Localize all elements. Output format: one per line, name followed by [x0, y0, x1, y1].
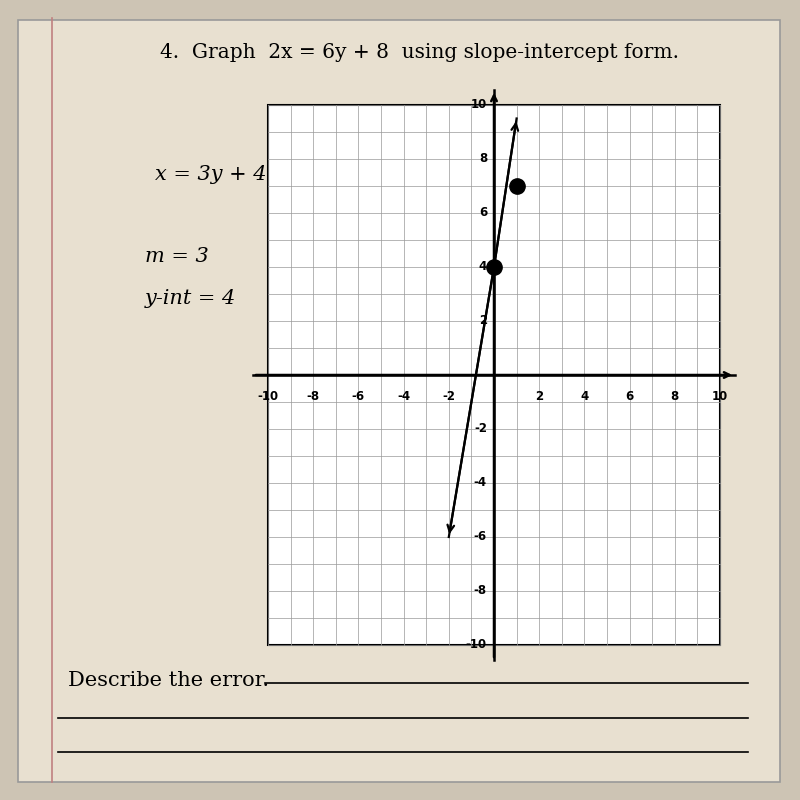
Text: 6: 6: [626, 390, 634, 403]
Text: 4: 4: [580, 390, 589, 403]
Text: x = 3y + 4: x = 3y + 4: [155, 166, 266, 185]
Text: m = 3: m = 3: [145, 247, 209, 266]
Text: Describe the error.: Describe the error.: [68, 670, 269, 690]
Text: -2: -2: [474, 422, 487, 435]
Text: -6: -6: [474, 530, 487, 543]
Text: -4: -4: [397, 390, 410, 403]
Text: -10: -10: [466, 638, 487, 651]
Text: 2: 2: [535, 390, 543, 403]
Text: -8: -8: [306, 390, 320, 403]
Text: -10: -10: [258, 390, 278, 403]
FancyBboxPatch shape: [18, 20, 780, 782]
Text: -4: -4: [474, 477, 487, 490]
Text: 8: 8: [478, 153, 487, 166]
Text: 6: 6: [478, 206, 487, 219]
Text: -8: -8: [474, 585, 487, 598]
Text: 2: 2: [479, 314, 487, 327]
Text: y-int = 4: y-int = 4: [145, 289, 236, 307]
Text: 8: 8: [670, 390, 679, 403]
Text: 4.  Graph  2x = 6y + 8  using slope-intercept form.: 4. Graph 2x = 6y + 8 using slope-interce…: [161, 42, 679, 62]
Bar: [268, 105, 720, 645]
Text: 10: 10: [470, 98, 487, 111]
Text: 10: 10: [712, 390, 728, 403]
Text: -6: -6: [352, 390, 365, 403]
Text: -2: -2: [442, 390, 455, 403]
Text: 4: 4: [478, 261, 487, 274]
